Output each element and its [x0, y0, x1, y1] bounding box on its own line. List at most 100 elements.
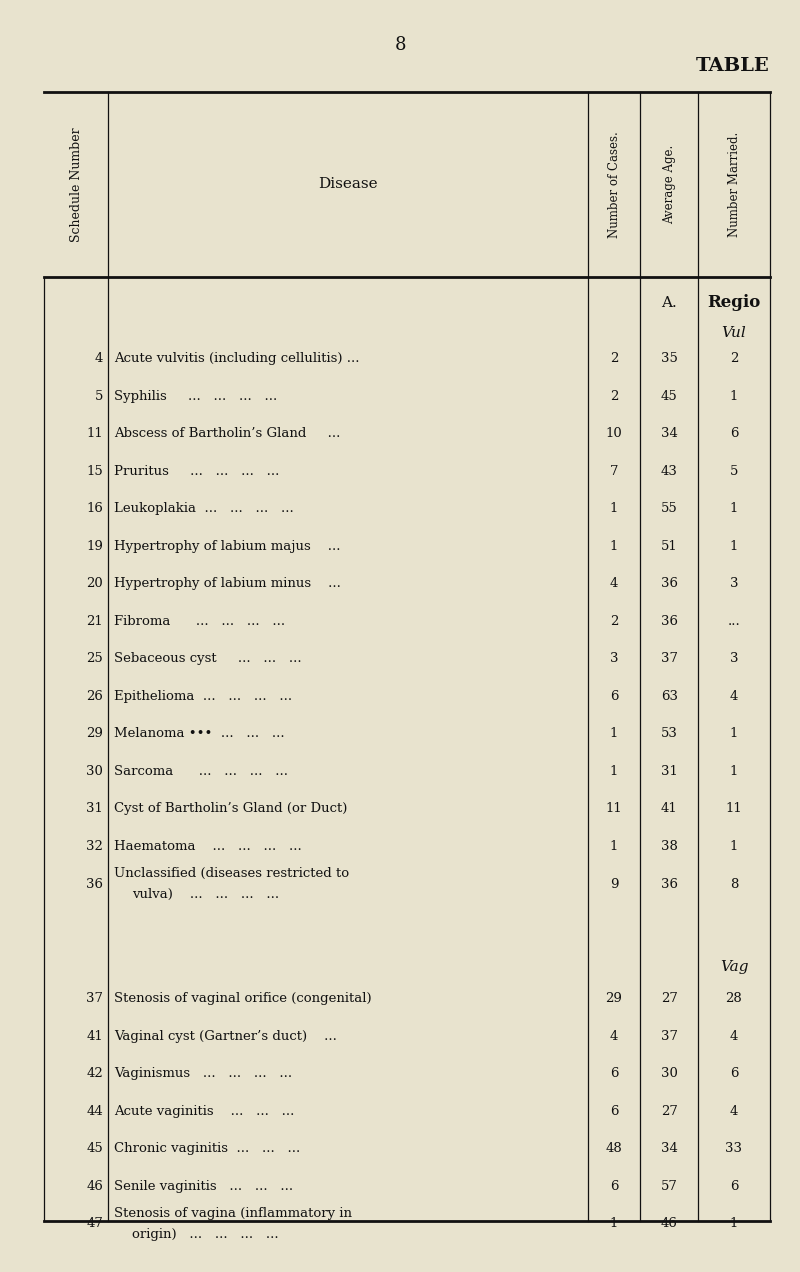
Text: Stenosis of vagina (inflammatory in: Stenosis of vagina (inflammatory in [114, 1207, 352, 1220]
Text: Syphilis     ...   ...   ...   ...: Syphilis ... ... ... ... [114, 389, 278, 403]
Text: Senile vaginitis   ...   ...   ...: Senile vaginitis ... ... ... [114, 1179, 294, 1193]
Text: Acute vaginitis    ...   ...   ...: Acute vaginitis ... ... ... [114, 1104, 294, 1118]
Text: 4: 4 [610, 577, 618, 590]
Text: 43: 43 [661, 464, 678, 478]
Text: 32: 32 [86, 840, 103, 854]
Text: Number Married.: Number Married. [727, 132, 741, 237]
Text: 3: 3 [730, 653, 738, 665]
Text: 11: 11 [606, 803, 622, 815]
Text: 6: 6 [610, 1104, 618, 1118]
Text: Vaginal cyst (Gartner’s duct)    ...: Vaginal cyst (Gartner’s duct) ... [114, 1029, 338, 1043]
Text: 1: 1 [730, 764, 738, 778]
Text: 1: 1 [610, 1217, 618, 1230]
Text: 6: 6 [730, 1179, 738, 1193]
Text: 1: 1 [730, 502, 738, 515]
Text: Vaginismus   ...   ...   ...   ...: Vaginismus ... ... ... ... [114, 1067, 293, 1080]
Text: 31: 31 [86, 803, 103, 815]
Text: 1: 1 [730, 389, 738, 403]
Text: Disease: Disease [318, 177, 378, 192]
Text: 6: 6 [610, 689, 618, 703]
Text: 10: 10 [606, 427, 622, 440]
Text: Number of Cases.: Number of Cases. [607, 131, 621, 238]
Text: 30: 30 [661, 1067, 678, 1080]
Text: 1: 1 [730, 539, 738, 553]
Text: TABLE: TABLE [696, 57, 770, 75]
Text: 29: 29 [86, 728, 103, 740]
Text: 4: 4 [730, 1029, 738, 1043]
Text: Vag: Vag [720, 959, 748, 973]
Text: Chronic vaginitis  ...   ...   ...: Chronic vaginitis ... ... ... [114, 1142, 301, 1155]
Text: Unclassified (diseases restricted to: Unclassified (diseases restricted to [114, 868, 350, 880]
Text: 25: 25 [86, 653, 103, 665]
Text: 55: 55 [661, 502, 678, 515]
Text: 46: 46 [661, 1217, 678, 1230]
Text: 8: 8 [730, 878, 738, 890]
Text: 6: 6 [730, 1067, 738, 1080]
Text: 37: 37 [661, 1029, 678, 1043]
Text: 4: 4 [730, 1104, 738, 1118]
Text: 36: 36 [661, 577, 678, 590]
Text: Sarcoma      ...   ...   ...   ...: Sarcoma ... ... ... ... [114, 764, 288, 778]
Text: 46: 46 [86, 1179, 103, 1193]
Text: 45: 45 [661, 389, 678, 403]
Text: 7: 7 [610, 464, 618, 478]
Text: 30: 30 [86, 764, 103, 778]
Text: 38: 38 [661, 840, 678, 854]
Text: 45: 45 [86, 1142, 103, 1155]
Text: Stenosis of vaginal orifice (congenital): Stenosis of vaginal orifice (congenital) [114, 992, 372, 1005]
Text: 29: 29 [606, 992, 622, 1005]
Text: 1: 1 [730, 728, 738, 740]
Text: 3: 3 [730, 577, 738, 590]
Text: 11: 11 [726, 803, 742, 815]
Text: 1: 1 [610, 502, 618, 515]
Text: 2: 2 [610, 352, 618, 365]
Text: 11: 11 [86, 427, 103, 440]
Text: 1: 1 [730, 840, 738, 854]
Text: 6: 6 [610, 1179, 618, 1193]
Text: Vul: Vul [722, 326, 746, 341]
Text: 51: 51 [661, 539, 678, 553]
Text: origin)   ...   ...   ...   ...: origin) ... ... ... ... [132, 1227, 278, 1240]
Text: A.: A. [662, 295, 677, 310]
Text: 34: 34 [661, 1142, 678, 1155]
Text: 21: 21 [86, 614, 103, 628]
Text: 15: 15 [86, 464, 103, 478]
Text: 37: 37 [661, 653, 678, 665]
Text: 4: 4 [610, 1029, 618, 1043]
Text: 41: 41 [661, 803, 678, 815]
Text: 1: 1 [730, 1217, 738, 1230]
Text: Epithelioma  ...   ...   ...   ...: Epithelioma ... ... ... ... [114, 689, 293, 703]
Text: 28: 28 [726, 992, 742, 1005]
Text: 37: 37 [86, 992, 103, 1005]
Text: Melanoma •••  ...   ...   ...: Melanoma ••• ... ... ... [114, 728, 285, 740]
Text: 5: 5 [95, 389, 103, 403]
Text: 57: 57 [661, 1179, 678, 1193]
Text: Schedule Number: Schedule Number [70, 127, 82, 242]
Text: 36: 36 [661, 878, 678, 890]
Text: 4: 4 [95, 352, 103, 365]
Text: 2: 2 [730, 352, 738, 365]
Text: 34: 34 [661, 427, 678, 440]
Text: vulva)    ...   ...   ...   ...: vulva) ... ... ... ... [132, 888, 279, 901]
Text: 2: 2 [610, 389, 618, 403]
Text: 1: 1 [610, 539, 618, 553]
Text: 44: 44 [86, 1104, 103, 1118]
Text: 33: 33 [726, 1142, 742, 1155]
Text: 1: 1 [610, 728, 618, 740]
Text: 1: 1 [610, 840, 618, 854]
Text: 27: 27 [661, 992, 678, 1005]
Text: 6: 6 [610, 1067, 618, 1080]
Text: Regio: Regio [707, 294, 761, 312]
Text: 53: 53 [661, 728, 678, 740]
Text: 4: 4 [730, 689, 738, 703]
Text: Abscess of Bartholin’s Gland     ...: Abscess of Bartholin’s Gland ... [114, 427, 341, 440]
Text: 36: 36 [661, 614, 678, 628]
Text: Cyst of Bartholin’s Gland (or Duct): Cyst of Bartholin’s Gland (or Duct) [114, 803, 348, 815]
Text: 20: 20 [86, 577, 103, 590]
Text: Leukoplakia  ...   ...   ...   ...: Leukoplakia ... ... ... ... [114, 502, 294, 515]
Text: Average Age.: Average Age. [662, 145, 676, 224]
Text: Fibroma      ...   ...   ...   ...: Fibroma ... ... ... ... [114, 614, 286, 628]
Text: 41: 41 [86, 1029, 103, 1043]
Text: 27: 27 [661, 1104, 678, 1118]
Text: Acute vulvitis (including cellulitis) ...: Acute vulvitis (including cellulitis) ..… [114, 352, 360, 365]
